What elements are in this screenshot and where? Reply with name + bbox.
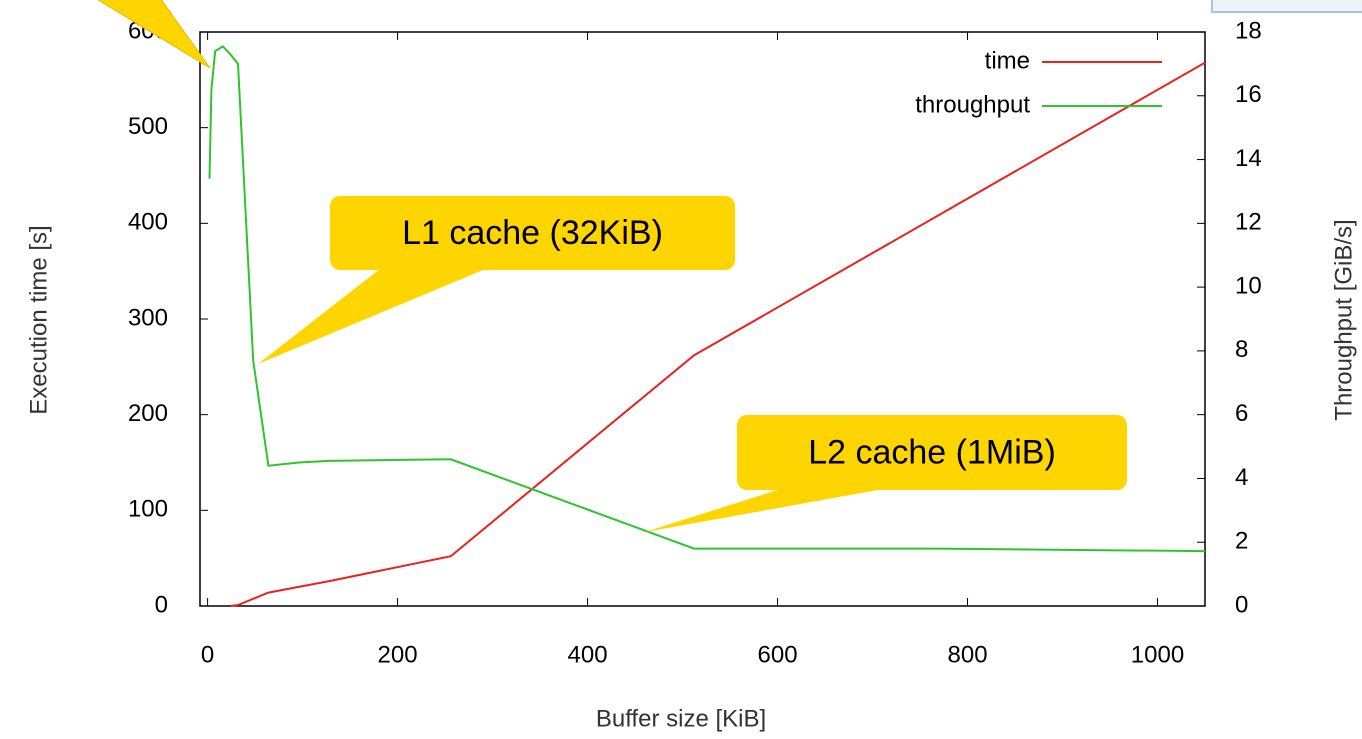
y2-tick-label: 12	[1235, 209, 1262, 236]
y2-axis-label: Throughput [GiB/s]	[1330, 219, 1357, 420]
y2-tick-label: 16	[1235, 81, 1262, 108]
y-tick-label: 400	[128, 209, 168, 236]
y2-tick-label: 4	[1235, 464, 1248, 491]
x-tick-label: 0	[201, 641, 214, 668]
legend-label: time	[985, 47, 1030, 74]
y2-tick-label: 14	[1235, 145, 1262, 172]
cropped-box	[1211, 0, 1362, 13]
callout-partial	[97, 0, 211, 69]
y-axis-label: Execution time [s]	[25, 225, 52, 414]
y2-tick-label: 2	[1235, 528, 1248, 555]
y2-tick-label: 0	[1235, 591, 1248, 618]
callout-box	[737, 415, 1127, 490]
callout-tail	[258, 265, 495, 364]
y-tick-label: 200	[128, 400, 168, 427]
callout-tail	[645, 486, 900, 532]
x-axis-label: Buffer size [KiB]	[596, 705, 766, 732]
y2-tick-label: 6	[1235, 400, 1248, 427]
y2-tick-label: 18	[1235, 17, 1262, 44]
callout-box	[330, 196, 735, 270]
callout-label: L2 cache (1MiB)	[808, 433, 1056, 471]
y-tick-label: 500	[128, 113, 168, 140]
y-tick-label: 0	[155, 591, 168, 618]
y-tick-label: 300	[128, 304, 168, 331]
y2-tick-label: 8	[1235, 336, 1248, 363]
x-tick-label: 400	[568, 641, 608, 668]
x-tick-label: 600	[758, 641, 798, 668]
legend-label: throughput	[915, 91, 1030, 118]
callout: L1 cache (32KiB)	[258, 196, 735, 364]
callout-label: L1 cache (32KiB)	[402, 214, 663, 252]
callout: L2 cache (1MiB)	[645, 415, 1127, 532]
series-line	[230, 61, 1206, 607]
x-tick-label: 800	[948, 641, 988, 668]
series-line	[208, 45, 1206, 553]
y2-tick-label: 10	[1235, 272, 1262, 299]
x-tick-label: 200	[378, 641, 418, 668]
y-tick-label: 100	[128, 496, 168, 523]
x-tick-label: 1000	[1131, 641, 1184, 668]
